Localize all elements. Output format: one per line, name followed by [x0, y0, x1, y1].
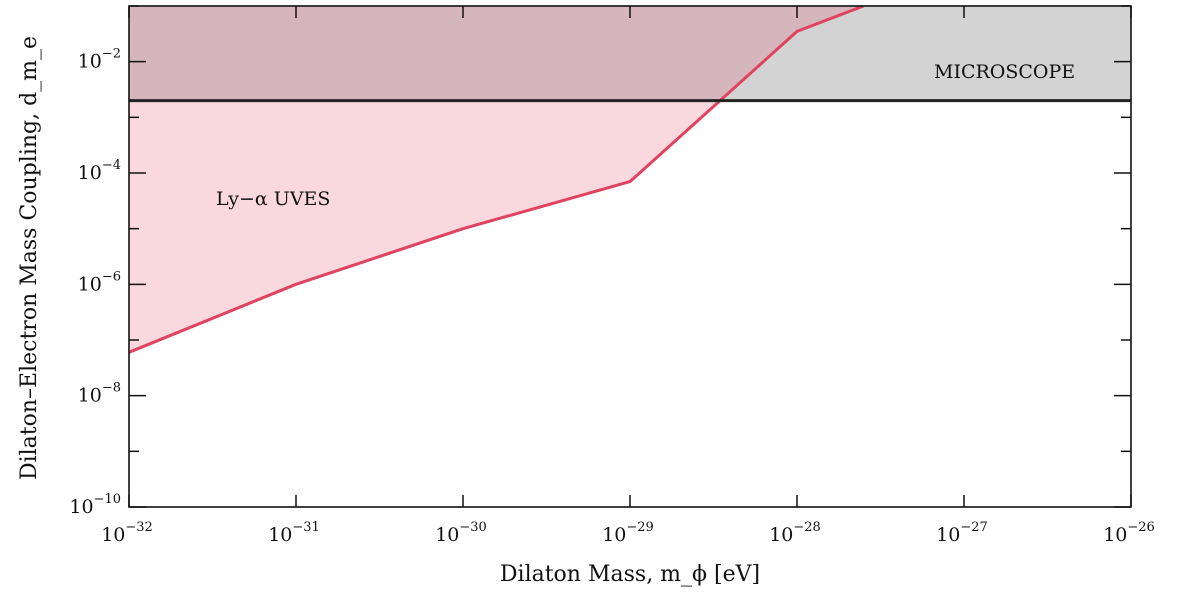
series-label-lya-uves: Ly−α UVES: [216, 188, 330, 210]
y-tick-label: 10−8: [78, 381, 121, 407]
x-tick-labels: 10−32 10−31 10−30 10−29 10−28 10−27 10−26: [101, 520, 1155, 546]
x-tick-label: 10−32: [101, 520, 153, 546]
y-tick-label: 10−2: [78, 47, 121, 73]
x-tick-label: 10−29: [602, 520, 654, 546]
y-axis-title: Dilaton–Electron Mass Coupling, d_m_e: [17, 36, 42, 480]
y-tick-label: 10−10: [69, 492, 121, 518]
x-tick-label: 10−27: [936, 520, 988, 546]
x-axis-title: Dilaton Mass, m_ϕ [eV]: [500, 562, 760, 587]
shaded-regions: [129, 6, 1131, 353]
y-tick-labels: 10−10 10−8 10−6 10−4 10−2: [69, 47, 121, 518]
x-tick-label: 10−26: [1103, 520, 1155, 546]
lya-uves-line: [129, 6, 865, 354]
plot-frame: [128, 5, 1132, 508]
x-tick-label: 10−28: [769, 520, 821, 546]
x-tick-label: 10−31: [268, 520, 320, 546]
series-label-microscope: MICROSCOPE: [934, 61, 1075, 83]
bound-lines: [129, 6, 1131, 354]
y-tick-label: 10−6: [78, 269, 121, 295]
x-tick-label: 10−30: [435, 520, 487, 546]
y-tick-label: 10−4: [78, 158, 121, 184]
